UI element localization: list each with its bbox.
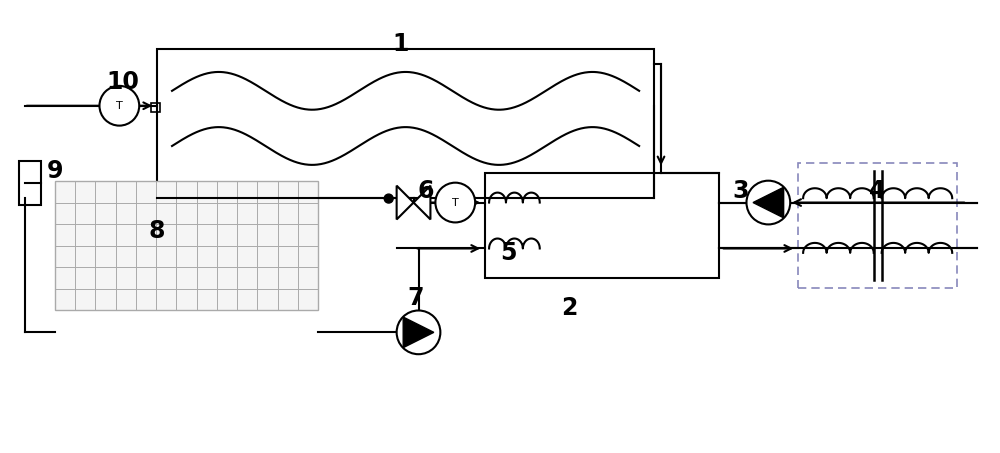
Circle shape — [384, 194, 393, 203]
Bar — [151, 103, 160, 112]
Circle shape — [435, 183, 475, 222]
Text: 6: 6 — [417, 179, 434, 203]
Circle shape — [397, 310, 440, 354]
Polygon shape — [403, 317, 434, 347]
Bar — [19, 161, 41, 205]
Text: T: T — [116, 101, 123, 111]
Text: 7: 7 — [407, 285, 424, 309]
Text: T: T — [452, 198, 459, 207]
Circle shape — [99, 86, 139, 125]
Text: 9: 9 — [46, 159, 63, 183]
Polygon shape — [414, 186, 430, 219]
Text: 5: 5 — [500, 241, 516, 265]
Bar — [157, 49, 654, 198]
Circle shape — [746, 181, 790, 224]
Text: 1: 1 — [392, 32, 409, 56]
Polygon shape — [753, 187, 784, 218]
Text: 8: 8 — [149, 219, 165, 243]
Text: 10: 10 — [106, 70, 139, 94]
Bar — [798, 164, 957, 288]
Bar — [485, 173, 719, 278]
Text: 4: 4 — [869, 179, 886, 203]
Text: 2: 2 — [561, 295, 578, 319]
Bar — [55, 181, 318, 310]
Text: 3: 3 — [732, 179, 749, 203]
Polygon shape — [397, 186, 414, 219]
